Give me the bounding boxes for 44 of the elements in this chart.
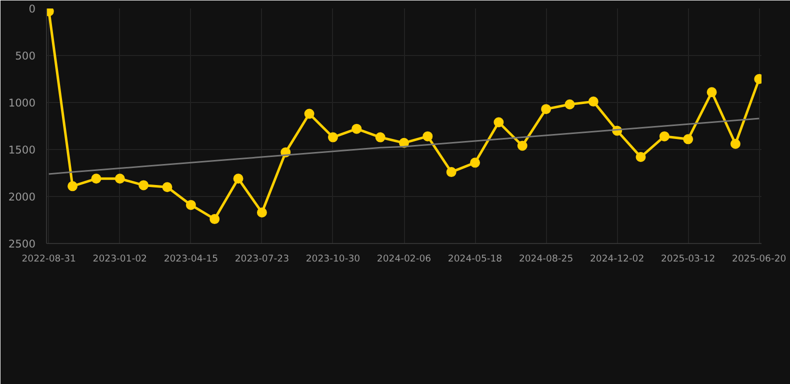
point xyxy=(186,200,196,210)
y-tick-label: 2500 xyxy=(8,238,36,250)
point xyxy=(114,174,125,184)
x-tick-label: 2025-03-12 xyxy=(661,254,716,264)
point xyxy=(91,174,102,184)
point xyxy=(352,124,362,134)
point xyxy=(636,152,646,162)
y-tick-label: 500 xyxy=(15,50,36,62)
y-tick-label: 0 xyxy=(28,2,36,16)
point xyxy=(233,174,244,184)
x-tick-label: 2023-01-02 xyxy=(92,254,148,264)
point xyxy=(541,104,552,114)
y-tick-label: 1500 xyxy=(8,144,36,156)
point xyxy=(256,207,267,218)
point xyxy=(68,181,78,192)
x-tick-label: 2023-04-15 xyxy=(164,254,218,264)
x-tick-label: 2023-07-23 xyxy=(234,254,290,264)
point xyxy=(494,117,504,128)
point xyxy=(564,99,575,110)
point xyxy=(210,214,220,224)
point xyxy=(422,131,433,142)
y-tick-label: 1000 xyxy=(8,96,36,110)
x-tick-label: 2022-08-31 xyxy=(22,254,76,264)
point xyxy=(470,158,480,168)
point xyxy=(162,182,172,192)
x-tick-label: 2024-05-18 xyxy=(448,254,502,264)
x-tick-label: 2025-06-20 xyxy=(732,254,786,264)
point xyxy=(375,132,386,142)
point xyxy=(138,180,149,190)
point xyxy=(588,96,598,107)
point xyxy=(683,134,694,144)
line-series xyxy=(48,118,760,175)
x-tick-label: 2024-12-02 xyxy=(590,254,644,264)
point xyxy=(517,140,528,151)
point xyxy=(706,87,717,98)
point xyxy=(730,138,740,149)
y-tick-label: 2000 xyxy=(8,190,36,204)
x-tick-label: 2023-10-30 xyxy=(306,254,360,264)
point xyxy=(328,132,338,142)
x-tick-label: 2024-02-06 xyxy=(376,254,432,264)
point xyxy=(304,108,314,119)
x-tick-label: 2024-08-25 xyxy=(518,254,574,264)
point xyxy=(659,131,670,142)
point xyxy=(446,167,456,178)
